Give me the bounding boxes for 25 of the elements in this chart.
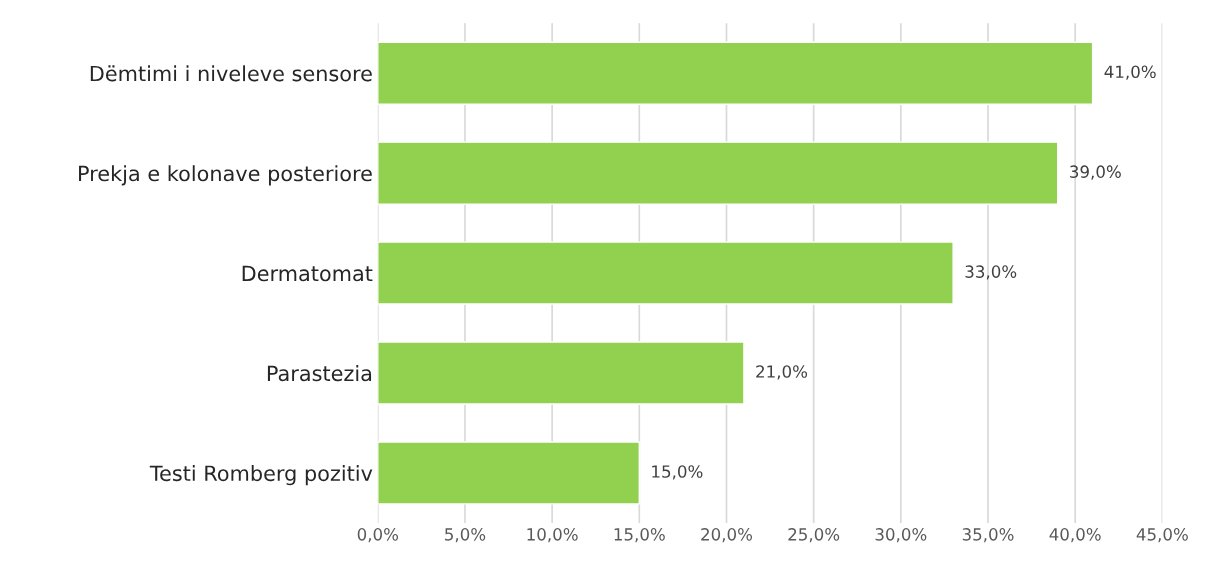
y-tick-label: Testi Romberg pozitiv	[149, 465, 373, 486]
data-label: 15,0%	[652, 465, 703, 480]
x-tick-label: 25,0%	[788, 528, 840, 543]
x-tick-label: 35,0%	[962, 528, 1014, 543]
data-label: 39,0%	[1070, 165, 1121, 180]
x-tick-label: 20,0%	[701, 528, 753, 543]
bar	[377, 141, 1059, 205]
bar	[377, 241, 954, 305]
y-tick-label: Parastezia	[267, 365, 372, 382]
bar	[377, 341, 745, 405]
x-tick-label: 10,0%	[527, 528, 578, 543]
y-tick-label: Dermatomat	[242, 265, 373, 282]
y-tick-label: Prekja e kolonave posteriore	[79, 165, 372, 186]
y-tick-label: Dëmtimi i niveleve sensore	[90, 65, 372, 82]
data-label: 41,0%	[1104, 65, 1156, 80]
data-label: 33,0%	[965, 265, 1017, 280]
x-tick-label: 45,0%	[1136, 528, 1188, 543]
data-label: 21,0%	[756, 365, 808, 380]
bar	[377, 441, 641, 505]
x-tick-label: 5,0%	[445, 528, 486, 543]
x-tick-label: 0,0%	[357, 528, 399, 543]
x-tick-label: 15,0%	[614, 528, 665, 543]
x-tick-label: 40,0%	[1049, 528, 1101, 543]
x-tick-label: 30,0%	[875, 528, 927, 543]
bar	[377, 41, 1094, 105]
